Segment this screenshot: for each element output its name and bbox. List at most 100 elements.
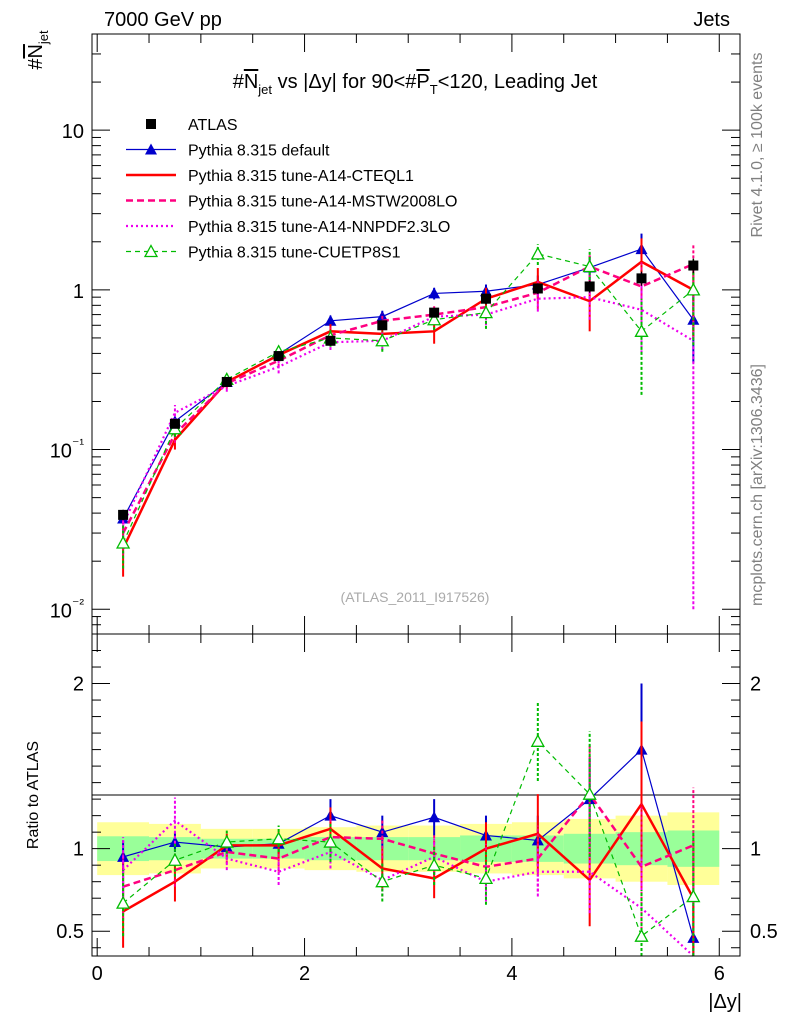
- ratio-series-line: [122, 792, 694, 888]
- ratio-xtick-label: 2: [299, 963, 310, 985]
- main-point: [429, 307, 440, 318]
- main-point: [375, 333, 390, 347]
- main-series-4: [122, 280, 695, 610]
- main-point: [377, 320, 388, 331]
- legend-marker: [145, 143, 157, 155]
- ylabel-part-0: #: [25, 58, 47, 70]
- ratio-point: [428, 811, 441, 823]
- main-ytick-label: 10: [62, 121, 84, 143]
- main-series-line: [122, 296, 694, 525]
- ratio-frame: [91, 633, 741, 957]
- ratio-point: [686, 889, 701, 903]
- ratio-xtick-label: 0: [92, 963, 103, 985]
- main-point: [530, 246, 545, 260]
- legend: ATLAS Pythia 8.315 default Pythia 8.315 tu…: [126, 117, 457, 262]
- ratio-point: [634, 928, 649, 942]
- legend-marker: [143, 244, 159, 258]
- ratio-point: [530, 733, 545, 747]
- title-part-2: jet: [257, 82, 272, 97]
- ylabel-part-2: jet: [36, 30, 51, 45]
- main-series-line: [121, 262, 694, 534]
- main-watermark: (ATLAS_2011_I917526): [341, 589, 490, 605]
- svg-text:#Njet vs |Δy| for 90<#PT<120,: #Njet vs |Δy| for 90<#PT<120, Leading Je…: [233, 71, 598, 97]
- main-axis-ticks: 10⁻² 10⁻¹ 1 10: [50, 33, 740, 635]
- ratio-point: [116, 895, 131, 909]
- ratio-point: [323, 834, 338, 848]
- main-point: [273, 351, 284, 362]
- ratio-series-line: [122, 740, 694, 938]
- energy-label: 7000 GeV pp: [104, 9, 222, 31]
- main-series-3: [121, 243, 695, 555]
- ratio-ytick-label-left: 2: [73, 674, 84, 696]
- main-point: [427, 312, 442, 326]
- main-point: [478, 305, 494, 319]
- main-series-line: [122, 253, 694, 544]
- legend-marker: [146, 119, 156, 129]
- main-point: [532, 283, 543, 294]
- ratio-point: [582, 786, 597, 800]
- ratio-point: [219, 834, 234, 848]
- main-point: [116, 535, 131, 549]
- main-point: [325, 335, 336, 346]
- ratio-point: [478, 871, 494, 885]
- title-part-0: #: [233, 71, 245, 93]
- ratio-ylabel: Ratio to ATLAS: [25, 741, 42, 849]
- main-point: [688, 260, 699, 271]
- legend-label: Pythia 8.315 tune-A14-NNPDF2.3LO: [188, 219, 450, 236]
- ratio-xlabel: |Δy|: [708, 991, 742, 1013]
- main-series-line: [122, 248, 694, 519]
- ratio-ytick-label-right: 2: [750, 674, 761, 696]
- ylabel-part-1: N: [25, 44, 47, 58]
- legend-label: Pythia 8.315 tune-CUETP8S1: [188, 245, 401, 262]
- category-label: Jets: [693, 9, 730, 31]
- main-point: [636, 273, 647, 284]
- main-ylabel: #Njet: [25, 30, 51, 70]
- svg-text:#Njet: #Njet: [25, 30, 51, 70]
- ratio-ytick-label-left: 1: [73, 839, 84, 861]
- main-series-1: [117, 233, 700, 525]
- main-point: [118, 509, 129, 520]
- ratio-xtick-label: 6: [714, 963, 725, 985]
- ratio-ytick-label-right: 0.5: [750, 921, 778, 943]
- main-ytick-label: 10⁻¹: [50, 436, 85, 463]
- ratio-series-line: [122, 748, 694, 938]
- ratio-point: [167, 852, 183, 866]
- main-ytick-label: 10⁻²: [50, 595, 85, 622]
- ratio-series-line: [122, 819, 695, 957]
- ratio-ytick-label-left: 0.5: [56, 921, 84, 943]
- ratio-ytick-label-right: 1: [750, 839, 761, 861]
- ratio-xtick-label: 4: [506, 963, 517, 985]
- main-point: [324, 314, 337, 326]
- ratio-point: [271, 831, 286, 845]
- mcplots-label: mcplots.cern.ch [arXiv:1306.3436]: [749, 364, 766, 606]
- ratio-point: [375, 874, 390, 888]
- ratio-series-4: [116, 701, 701, 956]
- rivet-label: Rivet 4.1.0, ≥ 100k events: [749, 53, 766, 238]
- main-ytick-label: 1: [73, 281, 84, 303]
- main-point: [428, 287, 441, 299]
- legend-label: Pythia 8.315 tune-A14-MSTW2008LO: [188, 194, 457, 211]
- main-title: #Njet vs |Δy| for 90<#PT<120, Leading Je…: [233, 71, 598, 97]
- main-point: [584, 281, 595, 292]
- main-point: [169, 418, 180, 429]
- ratio-axis-ticks: 0.5 0.5 1 1 2 2 0 2 4 6: [56, 634, 778, 985]
- legend-label: Pythia 8.315 tune-A14-CTEQL1: [188, 168, 414, 185]
- main-point: [480, 293, 491, 304]
- main-series-0: [118, 258, 699, 521]
- title-part-5: T: [430, 82, 438, 97]
- ratio-series-layer: [116, 683, 701, 957]
- main-point: [634, 323, 649, 337]
- main-series-layer: [116, 233, 701, 610]
- title-part-4: P: [416, 71, 429, 93]
- ratio-plot-panel: 0.5 0.5 1 1 2 2 0 2 4 6 Ratio to ATLAS |Δy|: [25, 633, 778, 1013]
- title-part-1: N: [244, 71, 258, 93]
- ratio-point: [427, 857, 442, 871]
- main-point: [221, 376, 232, 387]
- legend-label: ATLAS: [188, 117, 238, 134]
- main-point: [686, 282, 701, 296]
- legend-label: Pythia 8.315 default: [188, 143, 330, 160]
- main-point: [582, 259, 597, 273]
- title-part-3: vs |Δy| for 90<#: [272, 71, 417, 93]
